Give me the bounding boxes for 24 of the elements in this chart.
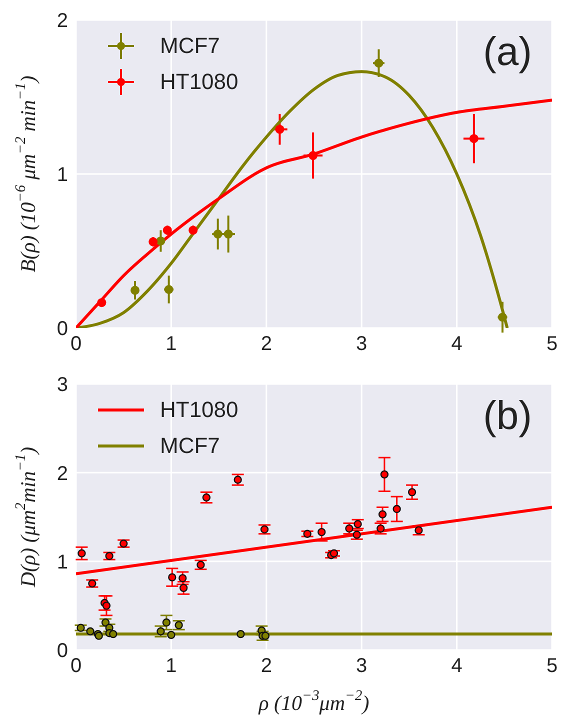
y-tick-label: 1 <box>56 164 68 186</box>
x-tick-label: 2 <box>260 655 272 678</box>
legend-label: HT1080 <box>160 69 238 95</box>
y-tick-label: 2 <box>56 10 68 32</box>
y-tick-label: 1 <box>56 551 68 574</box>
annotation: (b) <box>483 394 532 439</box>
x-tick-label: 4 <box>451 333 462 356</box>
x-tick-label: 3 <box>356 333 368 356</box>
y-tick-label: 2 <box>56 462 68 485</box>
x-tick-label: 2 <box>260 333 272 356</box>
legend-label: MCF7 <box>160 433 220 459</box>
annotation: (a) <box>483 30 532 75</box>
x-axis-title: ρ (10$^{−3}$μm$^{−2}$) <box>258 688 370 715</box>
x-tick-label: 1 <box>166 655 177 678</box>
y-tick-label: 3 <box>56 374 68 396</box>
legend-label: MCF7 <box>160 33 220 59</box>
y-tick-label: 0 <box>56 640 68 662</box>
x-tick-label: 3 <box>356 655 368 678</box>
x-tick-label: 1 <box>166 333 177 356</box>
x-tick-label: 5 <box>546 333 558 356</box>
y-tick-label: 0 <box>56 318 68 340</box>
legend-label: HT1080 <box>160 397 238 423</box>
x-tick-label: 5 <box>546 655 558 678</box>
x-tick-label: 4 <box>451 655 462 678</box>
